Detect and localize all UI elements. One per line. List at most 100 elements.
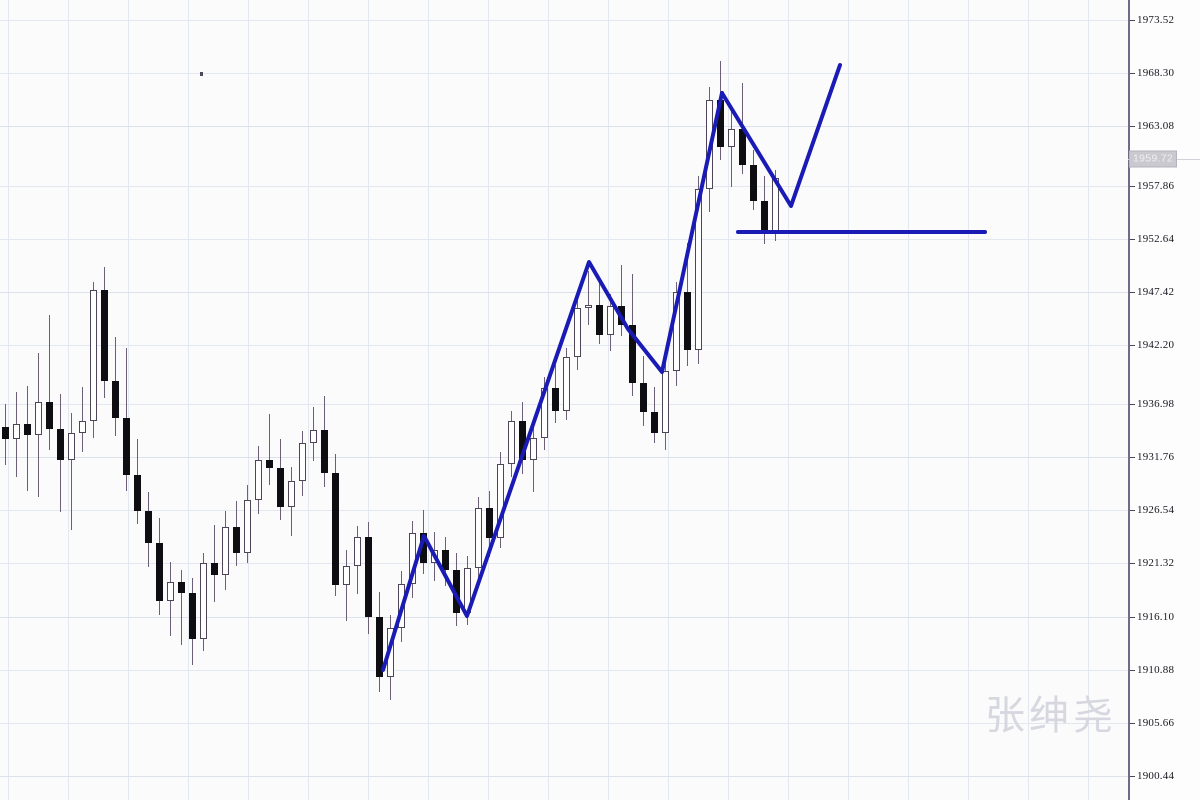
horizontal-gridline — [0, 186, 1128, 187]
pullback-projection[interactable] — [720, 63, 842, 208]
candle-body-bearish — [552, 388, 559, 412]
price-axis-tick-label: 1968.30 — [1137, 67, 1175, 79]
candle-body-bullish — [200, 563, 207, 639]
horizontal-gridline — [0, 20, 1128, 21]
vertical-gridline — [308, 0, 309, 800]
candle-body-bearish — [596, 304, 603, 335]
price-axis-tick — [1130, 126, 1135, 127]
candle-body-bullish — [728, 128, 735, 148]
vertical-gridline — [1088, 0, 1089, 800]
candle-body-bullish — [574, 307, 581, 358]
zigzag-trendline[interactable] — [381, 91, 724, 672]
candle-body-bearish — [134, 475, 141, 511]
horizontal-gridline — [0, 73, 1128, 74]
candle-body-bullish — [508, 420, 515, 464]
price-axis-tick-label: 1905.66 — [1137, 717, 1175, 729]
candle-body-bearish — [189, 593, 196, 639]
vertical-gridline — [608, 0, 609, 800]
vertical-gridline — [428, 0, 429, 800]
candle-body-bearish — [332, 473, 339, 586]
price-axis-tick — [1130, 723, 1135, 724]
candle-wick — [181, 569, 182, 646]
vertical-gridline — [248, 0, 249, 800]
price-axis-tick-label: 1963.08 — [1137, 120, 1175, 132]
price-axis-tick-label: 1921.32 — [1137, 557, 1175, 569]
candle-wick — [269, 414, 270, 485]
candle-body-bearish — [24, 423, 31, 436]
candle-body-bearish — [277, 468, 284, 508]
vertical-gridline — [488, 0, 489, 800]
price-axis-tick — [1130, 404, 1135, 405]
candle-body-bearish — [629, 325, 636, 384]
price-axis-tick — [1130, 670, 1135, 671]
candle-body-bearish — [57, 428, 64, 460]
price-axis-tick-label: 1973.52 — [1137, 14, 1175, 26]
price-axis-tick-label: 1957.86 — [1137, 180, 1175, 192]
vertical-gridline — [908, 0, 909, 800]
price-axis[interactable]: 1959.72 1973.52 1968.30 1963.08 1957.86 1952… — [1128, 0, 1200, 800]
candle-body-bullish — [354, 537, 361, 567]
candle-body-bearish — [684, 292, 691, 351]
candle-body-bearish — [640, 383, 647, 413]
candle-body-bullish — [244, 500, 251, 553]
vertical-gridline — [848, 0, 849, 800]
price-axis-tick-label: 1936.98 — [1137, 398, 1175, 410]
horizontal-gridline — [0, 457, 1128, 458]
candle-body-bearish — [486, 508, 493, 539]
horizontal-gridline — [0, 617, 1128, 618]
candle-wick — [588, 270, 589, 326]
price-axis-tick — [1130, 292, 1135, 293]
candle-body-bullish — [475, 508, 482, 569]
price-axis-tick-label: 1947.42 — [1137, 286, 1175, 298]
author-watermark: 张绅尧 — [985, 693, 1117, 739]
chart-gridlines — [0, 0, 1128, 800]
candle-body-bullish — [563, 357, 570, 412]
vertical-gridline — [548, 0, 549, 800]
candle-body-bearish — [750, 165, 757, 202]
candle-body-bearish — [266, 459, 273, 469]
horizontal-gridline — [0, 510, 1128, 511]
candle-body-bullish — [310, 429, 317, 444]
candle-body-bearish — [145, 510, 152, 543]
candle-body-bearish — [101, 290, 108, 382]
candle-body-bullish — [530, 438, 537, 460]
candle-body-bearish — [651, 412, 658, 433]
candle-wick — [346, 549, 347, 622]
candle-wick — [49, 315, 50, 450]
price-axis-line — [1128, 0, 1130, 800]
vertical-gridline — [368, 0, 369, 800]
candle-body-bearish — [211, 563, 218, 575]
candle-body-bullish — [299, 443, 306, 481]
horizontal-gridline — [0, 239, 1128, 240]
price-axis-tick — [1130, 186, 1135, 187]
chart-plot-area[interactable]: 张绅尧 — [0, 0, 1128, 800]
price-axis-tick-label: 1910.88 — [1137, 664, 1175, 676]
candlestick-series — [2, 60, 779, 700]
candle-body-bullish — [167, 581, 174, 601]
vertical-gridline — [68, 0, 69, 800]
candle-body-bearish — [321, 429, 328, 474]
candle-body-bullish — [662, 370, 669, 433]
price-axis-tick — [1130, 776, 1135, 777]
candle-body-bullish — [585, 304, 592, 308]
candle-body-bearish — [123, 418, 130, 476]
candle-body-bullish — [79, 420, 86, 433]
price-axis-tick — [1130, 20, 1135, 21]
horizontal-gridline — [0, 292, 1128, 293]
price-axis-tick-label: 1900.44 — [1137, 770, 1175, 782]
candle-wick — [82, 387, 83, 452]
horizontal-gridline — [0, 670, 1128, 671]
vertical-gridline — [8, 0, 9, 800]
vertical-gridline — [188, 0, 189, 800]
price-axis-tick — [1130, 617, 1135, 618]
horizontal-gridline — [0, 723, 1128, 724]
horizontal-gridline — [0, 563, 1128, 564]
drawing-annotations-layer — [381, 63, 987, 672]
candle-wick — [621, 265, 622, 336]
candle-body-bullish — [607, 305, 614, 335]
candle-body-bullish — [35, 401, 42, 436]
candle-body-bearish — [233, 527, 240, 553]
vertical-gridline — [968, 0, 969, 800]
candle-body-bullish — [255, 459, 262, 501]
